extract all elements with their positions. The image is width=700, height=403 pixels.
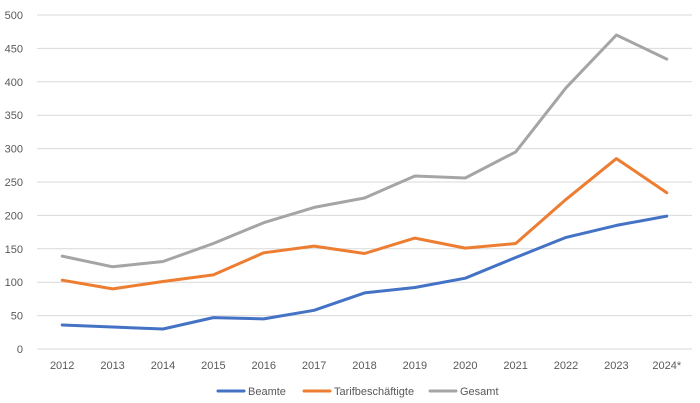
series-lines [60,33,669,331]
x-axis: 2012 2013 2014 2015 2016 2017 2018 2019 2020 2021… [50,360,682,372]
y-tick-label: 300 [5,144,23,156]
y-tick-label: 150 [5,244,23,256]
x-tick-label: 2012 [50,360,74,372]
legend-label-tarifbesch-ftigte: Tarifbeschäftigte [334,386,414,398]
y-tick-label: 0 [17,344,23,356]
x-tick-label: 2023 [604,360,628,372]
x-tick-label: 2018 [352,360,376,372]
x-tick-label: 2017 [302,360,326,372]
x-tick-label: 2019 [403,360,427,372]
x-tick-label: 2021 [503,360,527,372]
y-tick-label: 400 [5,77,23,89]
y-tick-label: 250 [5,177,23,189]
y-tick-label: 50 [11,311,23,323]
series-line-gesamt [60,33,669,269]
x-tick-label: 2015 [201,360,225,372]
x-tick-label: 2016 [251,360,275,372]
y-tick-label: 200 [5,210,23,222]
legend: Beamte Tarifbeschäftigte Gesamt [216,386,499,398]
series-line-tarifbesch-ftigte [60,157,669,291]
gridlines [37,14,692,350]
y-tick-label: 450 [5,43,23,55]
x-tick-label: 2013 [100,360,124,372]
legend-label-gesamt: Gesamt [460,386,499,398]
x-tick-label: 2014 [151,360,175,372]
series-line-beamte [60,214,669,331]
y-tick-label: 500 [5,10,23,22]
y-tick-label: 350 [5,110,23,122]
legend-label-beamte: Beamte [248,386,286,398]
x-tick-label: 2024* [652,360,681,372]
x-tick-label: 2020 [453,360,477,372]
y-axis: 0 50 100 150 200 250 300 350 400 450 500 [5,10,23,356]
y-tick-label: 100 [5,277,23,289]
x-tick-label: 2022 [554,360,578,372]
